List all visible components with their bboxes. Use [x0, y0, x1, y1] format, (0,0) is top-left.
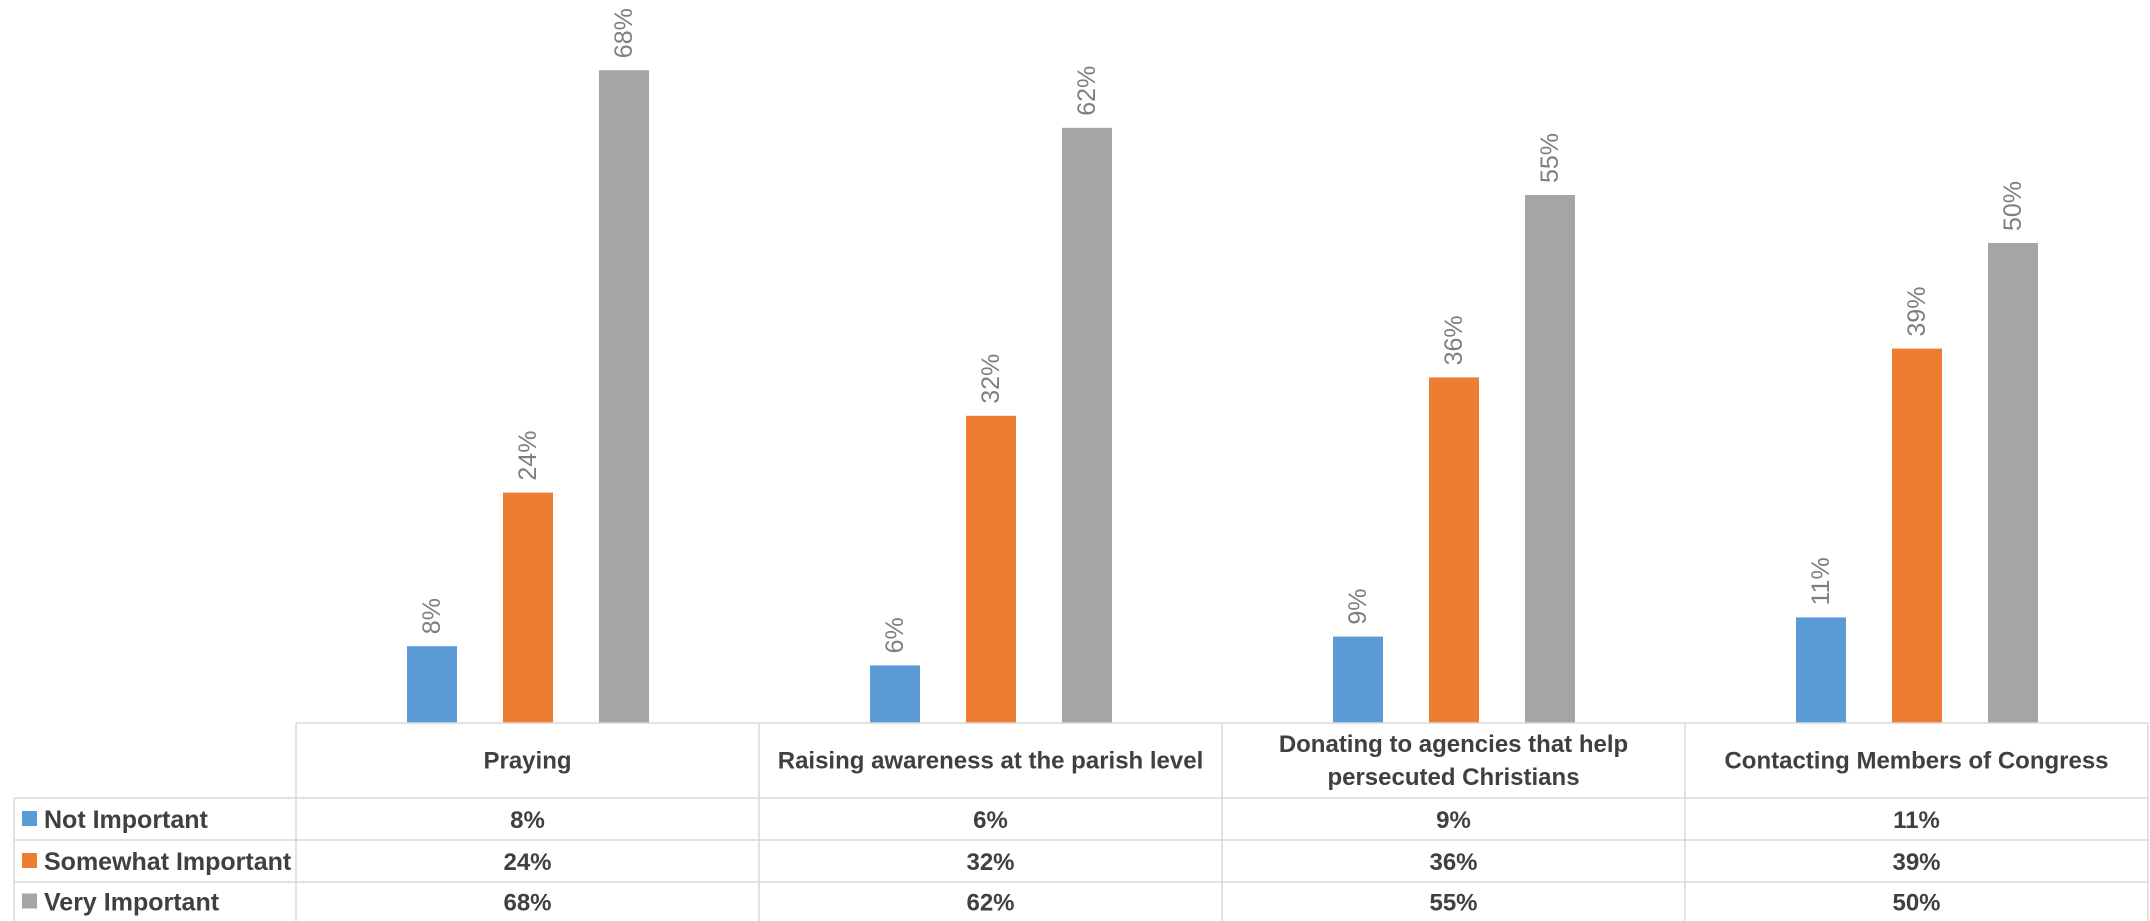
category-label: Praying: [483, 748, 571, 775]
data-label: 68%: [610, 8, 638, 58]
data-label: 24%: [514, 431, 542, 481]
legend-swatch: [22, 811, 37, 826]
bar-somewhat-important-4: [1892, 349, 1942, 723]
bar-not-important-4: [1796, 617, 1846, 723]
table-cell: 6%: [973, 807, 1008, 834]
bar-somewhat-important-2: [966, 416, 1016, 723]
bar-very-important-2: [1062, 128, 1112, 723]
legend-swatch: [22, 894, 37, 909]
table-cell: 8%: [510, 807, 545, 834]
bars-layer: 8% 24% 68% 6% 32% 62% 9% 36% 55% 11% 39% 50%: [407, 8, 2038, 723]
data-label: 36%: [1440, 315, 1468, 365]
category-label: Raising awareness at the parish level: [778, 748, 1204, 775]
legend-label: Somewhat Important: [44, 848, 292, 876]
legend-label: Very Important: [44, 889, 220, 917]
data-label: 6%: [881, 617, 909, 653]
bar-very-important-4: [1988, 243, 2038, 723]
data-label: 55%: [1536, 133, 1564, 183]
data-label: 9%: [1344, 588, 1372, 624]
bar-very-important-3: [1525, 195, 1575, 723]
table-cell: 50%: [1892, 890, 1940, 917]
table-cell: 36%: [1429, 849, 1477, 876]
data-label: 39%: [1903, 287, 1931, 337]
table-cell: 55%: [1429, 890, 1477, 917]
data-table: Praying Raising awareness at the parish l…: [14, 723, 2148, 921]
table-cell: 11%: [1893, 807, 1940, 834]
data-label: 8%: [418, 598, 446, 634]
data-label: 32%: [977, 354, 1005, 404]
table-cell: 32%: [966, 849, 1014, 876]
category-label: Donating to agencies that help: [1279, 731, 1628, 758]
bar-very-important-1: [599, 70, 649, 723]
category-label: Contacting Members of Congress: [1724, 748, 2108, 775]
bar-somewhat-important-3: [1429, 377, 1479, 723]
table-cell: 62%: [966, 890, 1014, 917]
bar-not-important-1: [407, 646, 457, 723]
data-label: 62%: [1073, 66, 1101, 116]
table-cell: 9%: [1436, 807, 1471, 834]
data-label: 50%: [1999, 181, 2027, 231]
table-cell: 24%: [503, 849, 551, 876]
table-cell: 68%: [503, 890, 551, 917]
bar-not-important-2: [870, 665, 920, 723]
data-label: 11%: [1807, 557, 1835, 605]
bar-not-important-3: [1333, 637, 1383, 723]
category-label: persecuted Christians: [1327, 764, 1579, 791]
legend-label: Not Important: [44, 806, 209, 834]
legend-swatch: [22, 853, 37, 868]
bar-somewhat-important-1: [503, 493, 553, 723]
table-cell: 39%: [1892, 849, 1940, 876]
